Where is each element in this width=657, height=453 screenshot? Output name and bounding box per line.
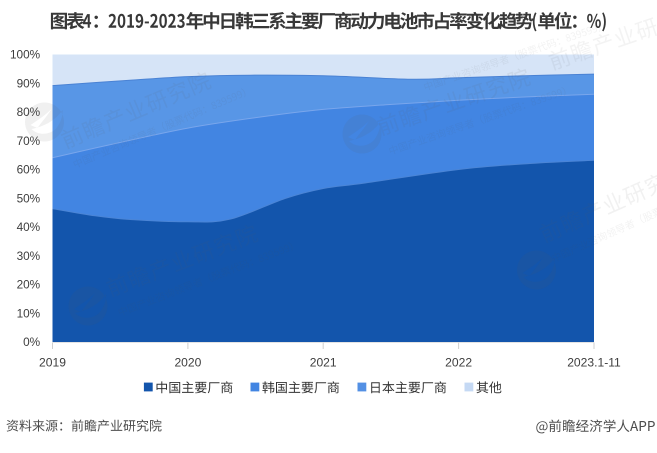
svg-text:2020: 2020	[174, 356, 201, 370]
svg-text:50%: 50%	[17, 191, 41, 205]
svg-text:90%: 90%	[17, 76, 41, 90]
svg-text:10%: 10%	[17, 306, 41, 320]
svg-text:2021: 2021	[310, 356, 337, 370]
svg-text:40%: 40%	[17, 220, 41, 234]
svg-text:0%: 0%	[23, 335, 41, 349]
svg-text:100%: 100%	[10, 48, 41, 62]
svg-text:2023.1-11: 2023.1-11	[567, 356, 621, 370]
svg-text:30%: 30%	[17, 249, 41, 263]
svg-text:20%: 20%	[17, 278, 41, 292]
svg-text:2019: 2019	[39, 356, 66, 370]
svg-text:2022: 2022	[445, 356, 472, 370]
svg-text:60%: 60%	[17, 163, 41, 177]
